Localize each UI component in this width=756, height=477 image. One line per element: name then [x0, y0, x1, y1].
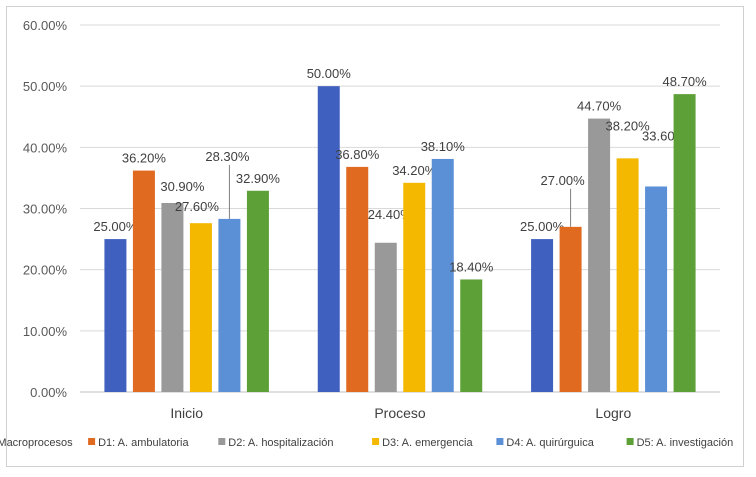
data-label: 27.00% — [541, 173, 586, 188]
data-label: 30.90% — [160, 179, 205, 194]
bar — [218, 218, 241, 392]
legend-label: D2: A. hospitalización — [228, 437, 333, 449]
y-tick-label: 30.00% — [23, 202, 68, 217]
data-label: 25.00% — [93, 219, 138, 234]
legend-label: D4: A. quirúrguica — [506, 437, 594, 449]
y-tick-label: 20.00% — [23, 263, 68, 278]
bar — [374, 242, 397, 392]
legend-swatch — [496, 438, 504, 445]
bar — [616, 158, 639, 392]
bar — [317, 86, 340, 393]
data-label: 28.30% — [205, 149, 250, 164]
legend-label: Macroprocesos — [0, 437, 73, 449]
bar — [559, 226, 582, 392]
data-label: 24.40% — [368, 207, 413, 222]
data-label: 38.10% — [421, 139, 466, 154]
legend-label: D3: A. emergencia — [382, 437, 473, 449]
bar — [531, 239, 554, 392]
y-tick-label: 50.00% — [23, 79, 68, 94]
data-label: 48.70% — [663, 74, 708, 89]
bar — [189, 223, 212, 392]
data-label: 18.40% — [449, 259, 494, 274]
bar — [132, 170, 155, 392]
bar — [431, 158, 454, 392]
bar — [346, 166, 369, 392]
legend-swatch — [372, 438, 380, 445]
y-tick-label: 10.00% — [23, 324, 68, 339]
data-label: 38.20% — [606, 118, 651, 133]
x-category-label: Inicio — [170, 405, 203, 421]
data-label: 36.80% — [335, 147, 380, 162]
data-label: 44.70% — [577, 99, 622, 114]
bar — [403, 182, 426, 392]
y-tick-label: 0.00% — [30, 385, 67, 400]
data-label: 32.90% — [236, 171, 281, 186]
bar — [246, 190, 269, 392]
data-label: 36.20% — [122, 151, 167, 166]
legend-label: D5: A. investigación — [637, 437, 734, 449]
bar — [161, 202, 184, 392]
bar — [645, 186, 668, 392]
y-tick-label: 60.00% — [23, 18, 68, 33]
data-label: 27.60% — [175, 199, 220, 214]
x-category-label: Logro — [595, 405, 631, 421]
data-label: 25.00% — [520, 219, 565, 234]
data-label: 50.00% — [307, 66, 352, 81]
bar — [673, 94, 696, 392]
data-label: 34.20% — [392, 163, 437, 178]
legend-label: D1: A. ambulatoria — [98, 437, 189, 449]
bar — [588, 118, 611, 393]
x-category-label: Proceso — [374, 405, 426, 421]
legend-swatch — [88, 438, 96, 445]
y-tick-label: 40.00% — [23, 140, 68, 155]
legend-swatch — [218, 438, 226, 445]
bar — [460, 279, 483, 392]
bar — [104, 239, 127, 392]
legend-swatch — [626, 438, 634, 445]
